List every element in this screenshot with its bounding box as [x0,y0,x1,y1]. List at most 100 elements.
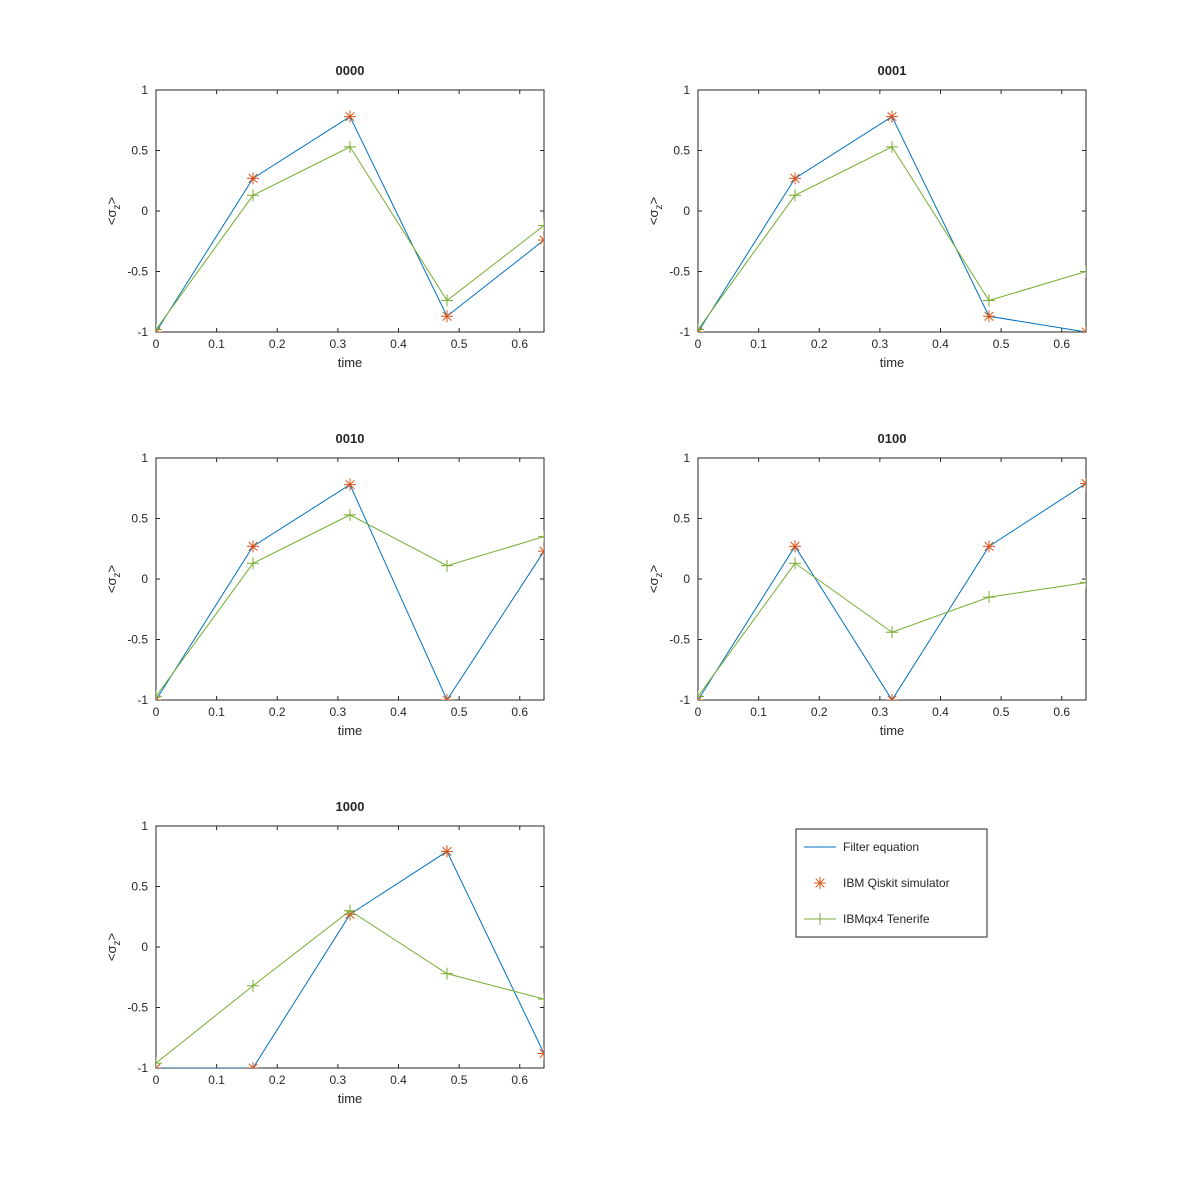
data-point-simulator [698,694,704,700]
x-tick-label: 0.6 [511,337,528,351]
x-tick-label: 0 [695,337,702,351]
data-point-tenerife [983,294,995,307]
y-tick-label: 0.5 [673,512,690,526]
x-tick-label: 0.5 [451,1073,468,1087]
x-tick-label: 0.3 [872,705,889,719]
data-point-simulator [247,172,259,185]
data-point-simulator [344,478,356,491]
data-point-tenerife [886,140,898,153]
legend: Filter equation IBM Qiskit simulator IBMqx… [795,828,988,938]
y-tick-label: -1 [137,1061,148,1075]
y-tick-label: 0.5 [131,512,148,526]
data-point-simulator [538,234,544,247]
x-tick-label: 0.1 [208,1073,225,1087]
y-tick-label: -1 [679,325,690,339]
x-tick-label: 0.5 [451,705,468,719]
data-point-tenerife [344,904,356,917]
x-tick-label: 0.1 [750,705,767,719]
y-tick-label: -1 [679,693,690,707]
data-point-simulator [1080,326,1086,332]
data-point-tenerife [538,993,544,1006]
plot-data [698,110,1086,332]
y-tick-label: 1 [683,83,690,97]
y-tick-label: 0 [141,940,148,954]
x-tick-label: 0.2 [269,337,286,351]
subplot-0100: 0100 0 0.1 0.2 0.3 0.4 0.5 0.6 -1 -0.5 0 0.5 1 time <σ… [646,431,1087,738]
x-tick-label: 0.4 [390,705,407,719]
y-tick-label: 1 [141,451,148,465]
x-axis-label: time [880,723,905,738]
data-point-simulator [344,110,356,123]
y-tick-label: 0.5 [131,880,148,894]
data-point-simulator [538,545,544,558]
data-point-tenerife [789,189,801,202]
data-point-tenerife [156,1057,162,1068]
data-point-simulator [441,694,453,700]
x-tick-label: 0.6 [511,1073,528,1087]
subplot-0010: 0010 0 0.1 0.2 0.3 0.4 0.5 0.6 -1 -0.5 0 0.5 1 time <σ… [104,431,545,738]
x-tick-label: 0.4 [932,705,949,719]
x-axis-label: time [338,723,363,738]
data-point-simulator [789,172,801,185]
x-tick-label: 0.6 [511,705,528,719]
x-tick-label: 0.4 [390,337,407,351]
data-point-simulator [789,540,801,553]
y-tick-label: 0.5 [673,144,690,158]
series-line-filter [698,482,1086,700]
y-tick-label: 0.5 [131,144,148,158]
data-point-tenerife [983,591,995,604]
x-tick-label: 0.1 [208,337,225,351]
data-point-simulator [156,1062,162,1068]
data-point-simulator [247,1062,259,1068]
data-point-simulator [441,845,453,858]
data-point-tenerife [698,323,704,332]
y-tick-label: -0.5 [669,265,690,279]
data-point-tenerife [247,189,259,202]
y-tick-label: -0.5 [669,633,690,647]
data-point-simulator [1080,477,1086,490]
plot-data [156,478,544,700]
data-point-tenerife [247,557,259,570]
x-tick-label: 0.1 [208,705,225,719]
data-point-tenerife [156,690,162,700]
legend-label: Filter equation [843,840,919,854]
data-point-tenerife [441,559,453,572]
data-point-tenerife [441,967,453,980]
data-point-simulator [156,694,162,700]
legend-label: IBMqx4 Tenerife [843,912,930,926]
x-tick-label: 0.5 [993,705,1010,719]
y-tick-label: 1 [683,451,690,465]
y-tick-label: 0 [683,204,690,218]
x-tick-label: 0.4 [932,337,949,351]
data-point-tenerife [886,626,898,639]
data-point-simulator [886,110,898,123]
data-point-tenerife [247,979,259,992]
y-axis-label: <σz> [104,565,123,593]
data-point-tenerife [538,530,544,543]
subplot-title: 1000 [336,799,365,814]
subplot-title: 0000 [336,63,365,78]
x-tick-label: 0.3 [330,705,347,719]
subplot-title: 0100 [878,431,907,446]
y-tick-label: -0.5 [127,265,148,279]
x-tick-label: 0.2 [269,705,286,719]
x-tick-label: 0.6 [1053,337,1070,351]
data-point-simulator [983,540,995,553]
x-tick-label: 0.3 [330,337,347,351]
data-point-simulator [538,1047,544,1060]
x-tick-label: 0.2 [269,1073,286,1087]
x-tick-label: 0.4 [390,1073,407,1087]
y-tick-label: 1 [141,83,148,97]
x-tick-label: 0.2 [811,337,828,351]
data-point-simulator [441,310,453,323]
y-tick-label: -1 [137,325,148,339]
x-tick-label: 0.1 [750,337,767,351]
data-point-tenerife [441,294,453,307]
x-axis-label: time [338,1091,363,1106]
x-axis-label: time [338,355,363,370]
data-point-simulator [983,310,995,323]
y-axis-label: <σz> [104,933,123,961]
